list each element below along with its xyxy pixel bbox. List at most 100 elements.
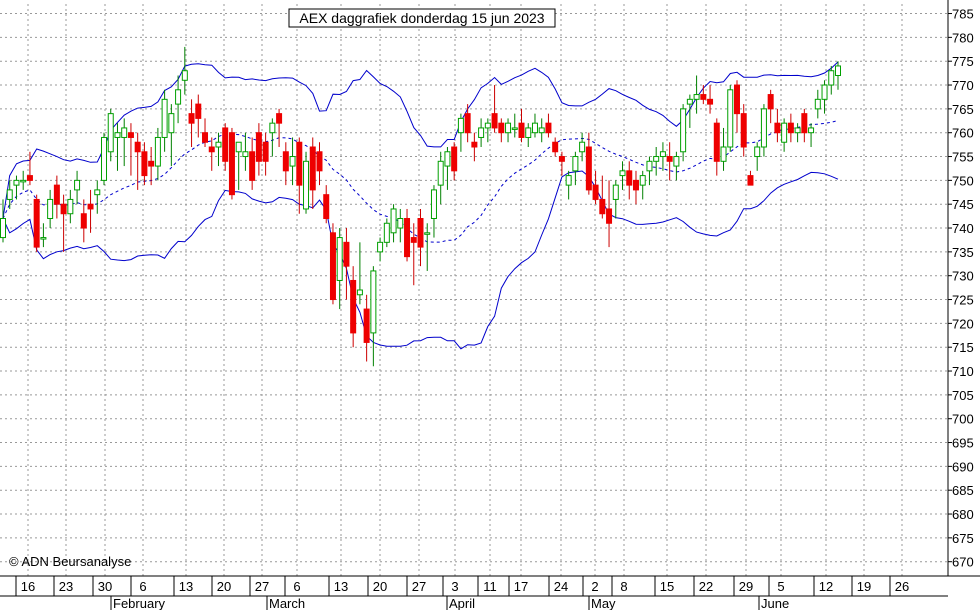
candle-up [114,132,121,138]
candle-up [242,151,249,158]
candle-down [141,151,148,177]
y-tick-label: 745 [952,197,974,212]
candle-down [282,151,289,172]
candle-down [262,141,269,162]
candle-down [343,241,350,267]
candle-up [821,84,828,100]
x-tick-label: 15 [660,579,674,594]
y-tick-label: 705 [952,388,974,403]
candle-up [390,208,397,234]
candle-down [309,146,316,191]
candle-down [498,122,505,134]
candle-down [404,218,411,258]
y-tick-label: 695 [952,436,974,451]
x-tick-label: 20 [373,579,387,594]
y-tick-label: 775 [952,54,974,69]
candle-up [74,179,81,191]
candle-up [525,127,532,138]
candle-up [101,136,108,181]
x-tick-label: 19 [857,579,871,594]
candle-up [693,94,700,100]
candle-up [377,241,384,253]
candle-down [410,237,417,243]
candle-up [720,146,727,162]
candle-up [175,89,182,105]
candle-up [161,98,168,138]
candle-up [269,122,276,134]
candle-down [188,113,195,124]
x-tick-label: 30 [98,579,112,594]
candle-down [552,141,559,153]
y-tick-label: 730 [952,269,974,284]
candle-up [760,108,767,148]
candle-down [249,151,256,181]
x-tick-label: 2 [591,579,598,594]
candle-down [774,122,781,134]
month-label: February [113,596,166,610]
candle-up [303,160,310,210]
x-tick-label: 6 [293,579,300,594]
candle-up [181,70,188,81]
candle-down [148,160,155,167]
candle-up [572,156,579,172]
candle-down [208,146,215,153]
candle-down [606,208,613,224]
candle-up [168,113,175,134]
candle-down [33,198,40,248]
x-tick-label: 16 [21,579,35,594]
candle-up [808,127,815,134]
candle-down [471,141,478,148]
candle-down [747,175,754,186]
candle-down [740,113,747,148]
x-tick-label: 11 [483,579,497,594]
x-tick-label: 13 [334,579,348,594]
candle-up [0,218,6,239]
y-tick-label: 750 [952,173,974,188]
candle-down [60,203,67,215]
y-tick-label: 680 [952,507,974,522]
x-tick-label: 24 [554,579,568,594]
candle-up [437,160,444,186]
candle-down [202,132,209,143]
x-tick-label: 3 [451,579,458,594]
candle-up [424,232,431,235]
candle-up [835,65,841,76]
candle-up [814,98,821,110]
candle-down [713,122,720,162]
candle-down [134,141,141,153]
candle-down [363,308,370,343]
candle-up [397,218,404,229]
candle-up [673,156,680,167]
candle-up [619,170,626,177]
candle-down [350,279,357,334]
candle-up [639,175,646,186]
x-tick-label: 22 [699,579,713,594]
candle-up [336,237,343,281]
x-tick-label: 27 [412,579,426,594]
x-tick-label: 5 [777,579,784,594]
candle-down [585,146,592,191]
chart-title-text: AEX daggrafiek donderdag 15 jun 2023 [299,10,544,26]
month-label: May [591,596,616,610]
candle-down [599,198,606,215]
candle-down [296,141,303,186]
candle-up [612,184,619,200]
candle-up [579,141,586,153]
candle-down [787,122,794,134]
candle-up [13,179,20,186]
candle-up [653,156,660,162]
candle-down [518,122,525,138]
y-tick-label: 685 [952,483,974,498]
candle-up [215,141,222,148]
candle-down [464,113,471,134]
x-tick-label: 23 [59,579,73,594]
candle-down [127,132,134,138]
y-tick-label: 785 [952,7,974,22]
month-label: March [269,596,305,610]
candle-up [727,89,734,148]
candle-down [80,213,87,229]
candle-up [565,175,572,186]
y-axis: 670 675 680 685 690 695 700 705 710 715 720 725 730 7… [948,7,974,570]
candle-down [87,203,94,210]
candle-down [626,170,633,186]
